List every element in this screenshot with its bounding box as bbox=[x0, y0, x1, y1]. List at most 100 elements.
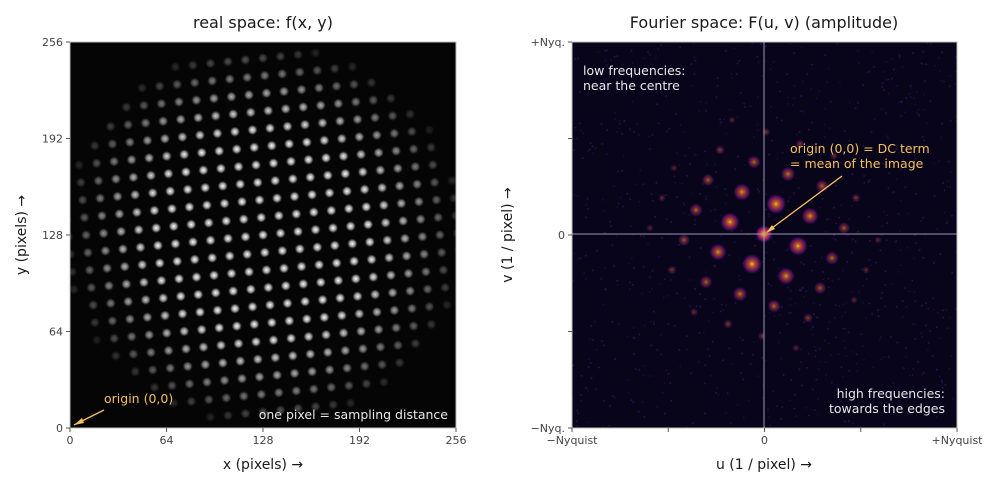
noise-pixel bbox=[921, 335, 924, 338]
noise-pixel bbox=[807, 352, 810, 355]
lattice-spot bbox=[291, 385, 302, 397]
noise-pixel bbox=[728, 347, 731, 350]
noise-pixel bbox=[884, 284, 887, 286]
lattice-spot bbox=[350, 96, 361, 108]
lattice-spot bbox=[130, 366, 141, 377]
noise-pixel bbox=[905, 347, 908, 349]
lattice-spot bbox=[301, 137, 312, 148]
noise-pixel bbox=[935, 368, 938, 371]
noise-pixel bbox=[843, 420, 846, 423]
lattice-spot bbox=[350, 273, 361, 284]
noise-pixel bbox=[704, 198, 707, 200]
noise-pixel bbox=[579, 257, 582, 260]
fourier-peak bbox=[761, 127, 771, 137]
noise-pixel bbox=[840, 204, 842, 207]
noise-pixel bbox=[730, 422, 732, 424]
noise-pixel bbox=[584, 277, 587, 280]
noise-pixel bbox=[902, 159, 904, 161]
noise-pixel bbox=[925, 63, 927, 65]
noise-pixel bbox=[936, 312, 939, 314]
noise-pixel bbox=[580, 375, 583, 377]
noise-pixel bbox=[676, 152, 678, 154]
lattice-spot bbox=[366, 254, 377, 265]
noise-pixel bbox=[915, 192, 917, 195]
noise-pixel bbox=[921, 136, 924, 138]
lattice-spot bbox=[70, 215, 73, 224]
noise-pixel bbox=[789, 312, 792, 314]
noise-pixel bbox=[668, 128, 671, 130]
noise-pixel bbox=[629, 128, 631, 130]
noise-pixel bbox=[811, 269, 813, 272]
noise-pixel bbox=[648, 148, 651, 150]
lattice-spot bbox=[373, 147, 384, 158]
lattice-spot bbox=[93, 175, 104, 186]
noise-pixel bbox=[704, 382, 706, 385]
noise-pixel bbox=[938, 375, 941, 378]
noise-pixel bbox=[933, 162, 935, 165]
noise-pixel bbox=[659, 283, 661, 285]
noise-pixel bbox=[944, 384, 947, 386]
lattice-spot bbox=[91, 334, 102, 346]
lattice-spot bbox=[277, 245, 288, 256]
noise-pixel bbox=[642, 374, 645, 377]
noise-pixel bbox=[818, 360, 821, 363]
noise-pixel bbox=[915, 242, 918, 244]
noise-pixel bbox=[857, 50, 859, 52]
noise-pixel bbox=[882, 89, 885, 91]
noise-pixel bbox=[618, 120, 621, 122]
lattice-spot bbox=[131, 207, 143, 218]
noise-pixel bbox=[665, 218, 668, 220]
lattice-spot bbox=[194, 306, 206, 318]
lattice-spot bbox=[278, 263, 290, 274]
noise-pixel bbox=[841, 375, 844, 378]
lattice-spot bbox=[410, 338, 421, 349]
lattice-spot bbox=[380, 217, 391, 228]
noise-pixel bbox=[724, 188, 727, 190]
noise-pixel bbox=[881, 291, 884, 294]
real-space-ytick-label: 256 bbox=[42, 36, 63, 49]
noise-pixel bbox=[764, 60, 766, 62]
lattice-spot bbox=[389, 305, 400, 316]
noise-pixel bbox=[811, 388, 814, 391]
noise-pixel bbox=[881, 225, 883, 227]
noise-pixel bbox=[688, 256, 691, 259]
noise-pixel bbox=[909, 374, 911, 377]
noise-pixel bbox=[917, 361, 919, 363]
noise-pixel bbox=[869, 240, 871, 242]
lattice-spot bbox=[189, 254, 200, 265]
lattice-spot bbox=[219, 198, 230, 209]
noise-pixel bbox=[709, 375, 712, 377]
noise-pixel bbox=[811, 325, 813, 328]
lattice-spot bbox=[161, 151, 172, 162]
noise-pixel bbox=[611, 321, 614, 323]
noise-pixel bbox=[950, 354, 953, 357]
noise-pixel bbox=[631, 62, 634, 65]
fourier-peak bbox=[699, 275, 713, 289]
lattice-spot bbox=[207, 252, 218, 263]
noise-pixel bbox=[673, 175, 676, 177]
noise-pixel bbox=[590, 362, 592, 364]
noise-pixel bbox=[787, 200, 790, 203]
lattice-spot bbox=[343, 380, 355, 391]
noise-pixel bbox=[591, 269, 594, 272]
lattice-spot bbox=[317, 294, 328, 305]
noise-pixel bbox=[614, 112, 616, 114]
lattice-spot bbox=[126, 154, 137, 165]
noise-pixel bbox=[908, 290, 911, 293]
noise-pixel bbox=[900, 249, 902, 252]
lattice-spot bbox=[212, 305, 223, 316]
noise-pixel bbox=[828, 286, 830, 288]
noise-pixel bbox=[867, 71, 869, 74]
lattice-spot bbox=[82, 247, 94, 258]
low-frequency-note-line: near the centre bbox=[583, 78, 680, 93]
lattice-spot bbox=[338, 151, 349, 162]
noise-pixel bbox=[951, 272, 953, 274]
noise-pixel bbox=[711, 311, 714, 314]
noise-pixel bbox=[897, 102, 900, 105]
noise-pixel bbox=[912, 368, 915, 370]
noise-pixel bbox=[716, 77, 719, 79]
noise-pixel bbox=[795, 415, 797, 417]
noise-pixel bbox=[922, 63, 924, 65]
noise-pixel bbox=[614, 396, 617, 399]
noise-pixel bbox=[708, 355, 711, 357]
